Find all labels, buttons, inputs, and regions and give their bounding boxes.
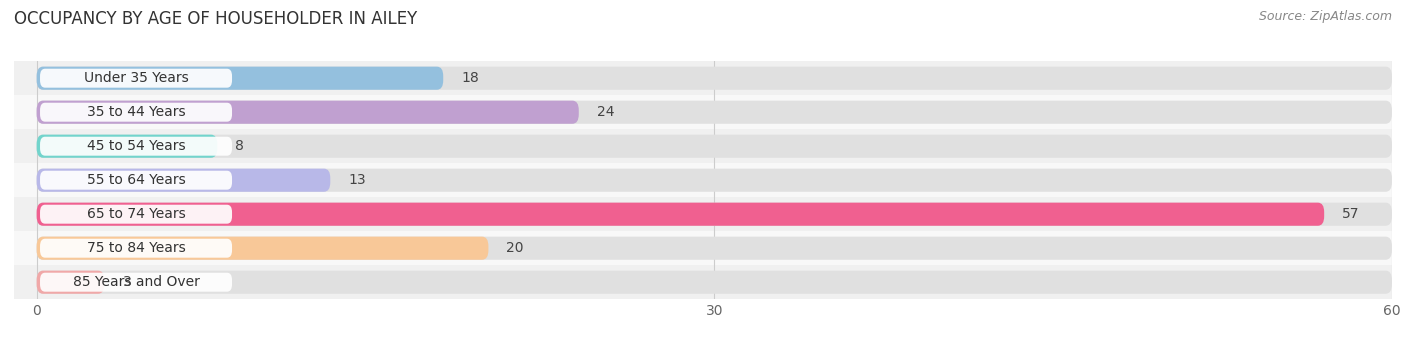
- Text: 75 to 84 Years: 75 to 84 Years: [87, 241, 186, 255]
- Text: 13: 13: [349, 173, 366, 187]
- FancyBboxPatch shape: [37, 135, 218, 158]
- FancyBboxPatch shape: [37, 271, 104, 294]
- FancyBboxPatch shape: [39, 137, 232, 156]
- Text: 3: 3: [122, 275, 131, 289]
- FancyBboxPatch shape: [37, 271, 1392, 294]
- FancyBboxPatch shape: [39, 273, 232, 292]
- FancyBboxPatch shape: [37, 169, 1392, 192]
- FancyBboxPatch shape: [37, 67, 443, 90]
- Text: Under 35 Years: Under 35 Years: [84, 71, 188, 85]
- Text: 18: 18: [461, 71, 479, 85]
- Text: 45 to 54 Years: 45 to 54 Years: [87, 139, 186, 153]
- Text: 8: 8: [235, 139, 245, 153]
- FancyBboxPatch shape: [37, 101, 1392, 124]
- Text: OCCUPANCY BY AGE OF HOUSEHOLDER IN AILEY: OCCUPANCY BY AGE OF HOUSEHOLDER IN AILEY: [14, 10, 418, 28]
- FancyBboxPatch shape: [39, 69, 232, 88]
- Text: 85 Years and Over: 85 Years and Over: [73, 275, 200, 289]
- FancyBboxPatch shape: [37, 237, 488, 260]
- FancyBboxPatch shape: [14, 231, 1392, 265]
- FancyBboxPatch shape: [14, 163, 1392, 197]
- Text: 24: 24: [596, 105, 614, 119]
- Text: 20: 20: [506, 241, 524, 255]
- FancyBboxPatch shape: [14, 197, 1392, 231]
- FancyBboxPatch shape: [14, 129, 1392, 163]
- Text: Source: ZipAtlas.com: Source: ZipAtlas.com: [1258, 10, 1392, 23]
- Text: 35 to 44 Years: 35 to 44 Years: [87, 105, 186, 119]
- FancyBboxPatch shape: [37, 135, 1392, 158]
- FancyBboxPatch shape: [14, 95, 1392, 129]
- FancyBboxPatch shape: [37, 203, 1392, 226]
- FancyBboxPatch shape: [39, 103, 232, 122]
- FancyBboxPatch shape: [14, 265, 1392, 299]
- FancyBboxPatch shape: [37, 237, 1392, 260]
- FancyBboxPatch shape: [39, 205, 232, 224]
- FancyBboxPatch shape: [37, 101, 579, 124]
- Text: 55 to 64 Years: 55 to 64 Years: [87, 173, 186, 187]
- FancyBboxPatch shape: [37, 67, 1392, 90]
- FancyBboxPatch shape: [14, 61, 1392, 95]
- Text: 57: 57: [1343, 207, 1360, 221]
- FancyBboxPatch shape: [39, 171, 232, 190]
- FancyBboxPatch shape: [37, 169, 330, 192]
- Text: 65 to 74 Years: 65 to 74 Years: [87, 207, 186, 221]
- FancyBboxPatch shape: [39, 239, 232, 258]
- FancyBboxPatch shape: [37, 203, 1324, 226]
